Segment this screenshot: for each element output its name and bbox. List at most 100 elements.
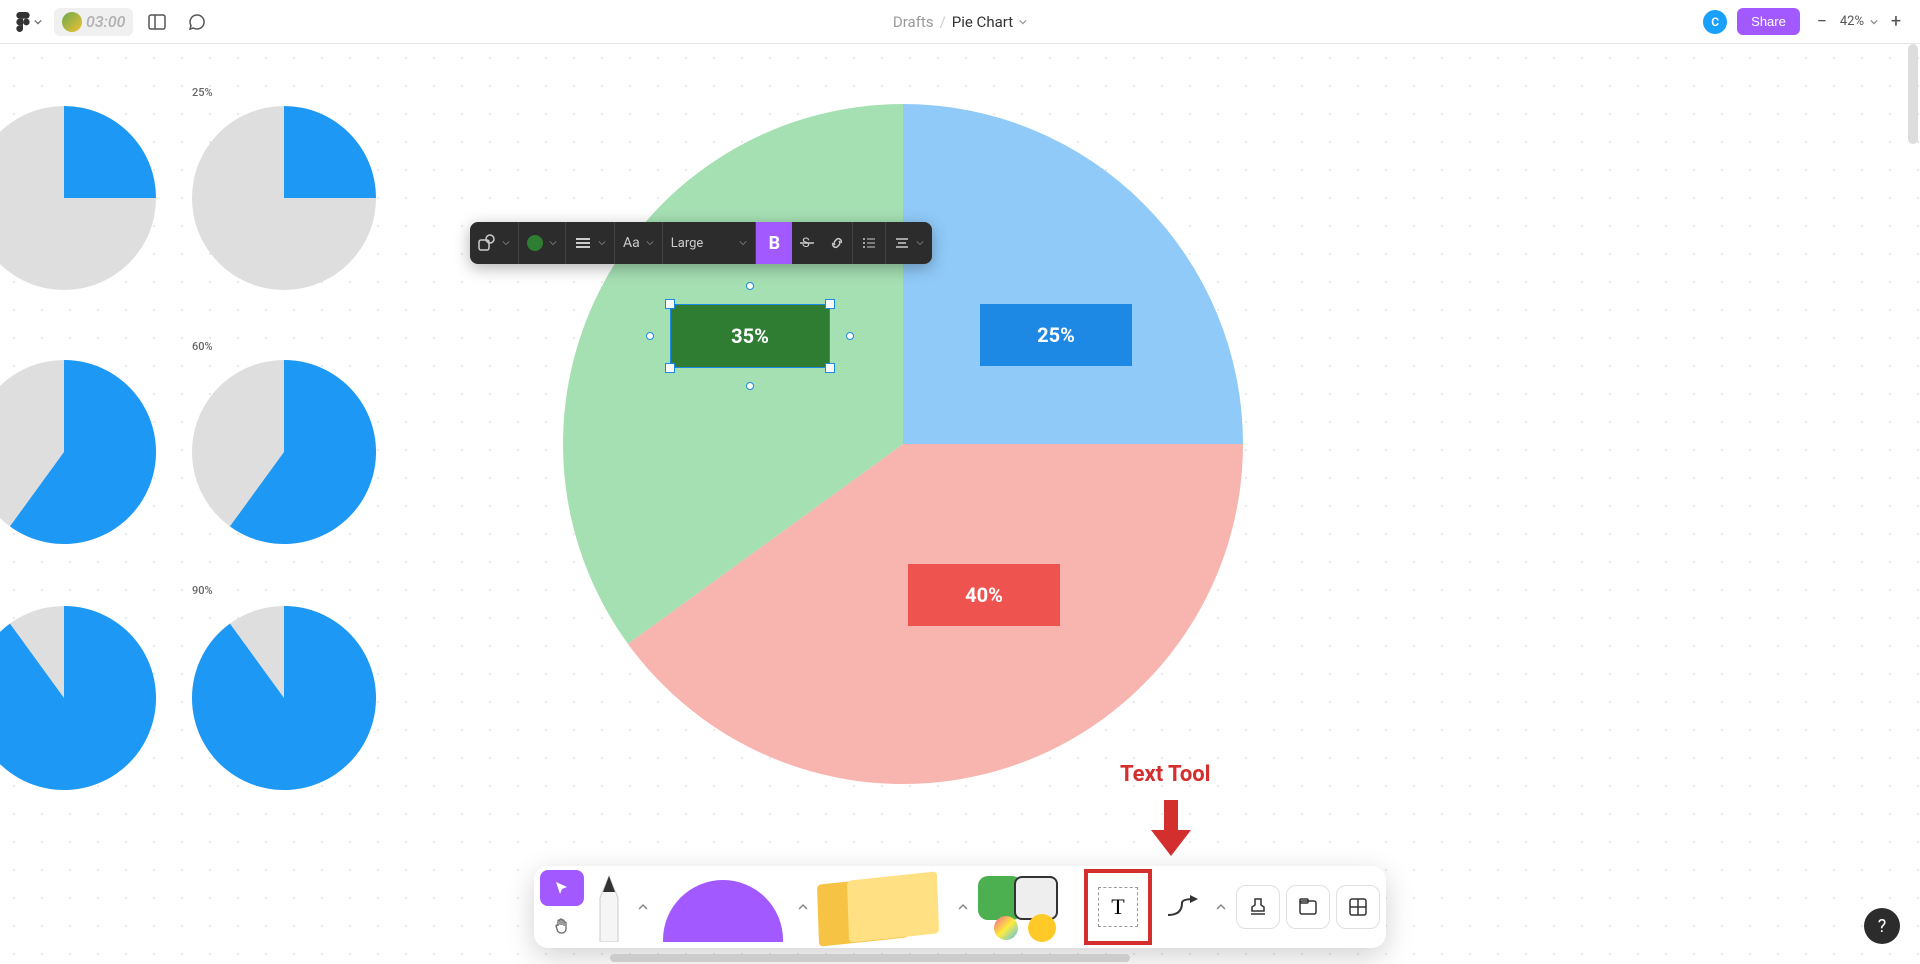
- stamp-outline-icon: [1247, 896, 1269, 918]
- hand-tool[interactable]: [540, 908, 584, 944]
- small-pie[interactable]: [192, 360, 376, 544]
- strikethrough-icon: S: [799, 235, 815, 251]
- section-icon: [1297, 896, 1319, 918]
- connector-more[interactable]: [1212, 872, 1230, 942]
- breadcrumb-file[interactable]: Pie Chart: [952, 13, 1013, 31]
- select-tool[interactable]: [540, 870, 584, 906]
- canvas[interactable]: 25%60%90% 25% 40% 35% Aa Large: [0, 44, 1920, 964]
- chevron-down-icon: [549, 239, 557, 247]
- strikethrough-button[interactable]: S: [792, 222, 822, 264]
- panel-toggle-button[interactable]: [141, 6, 173, 38]
- stamp-icon: [1028, 914, 1056, 942]
- pencil-tool[interactable]: [590, 872, 628, 942]
- table-tool[interactable]: [1336, 885, 1380, 929]
- shape-type-control[interactable]: [470, 222, 519, 264]
- stamp-button[interactable]: [1236, 885, 1280, 929]
- chevron-down-icon: [34, 18, 42, 26]
- selection-handle-ne[interactable]: [825, 299, 835, 309]
- timer-text: 03:00: [86, 12, 125, 31]
- stamp-icon: [1014, 876, 1058, 920]
- link-button[interactable]: [822, 222, 852, 264]
- comment-icon: [187, 12, 207, 32]
- pencil-more[interactable]: [634, 872, 652, 942]
- horizontal-scrollbar[interactable]: [610, 954, 1130, 962]
- comments-button[interactable]: [181, 6, 213, 38]
- top-toolbar: 03:00 Drafts / Pie Chart C Share − 42% +: [0, 0, 1920, 44]
- zoom-in-button[interactable]: +: [1884, 10, 1908, 34]
- section-tool[interactable]: [1286, 885, 1330, 929]
- pencil-icon: [590, 872, 628, 942]
- font-size-control[interactable]: Large: [663, 222, 757, 264]
- vertical-scrollbar[interactable]: [1908, 44, 1918, 964]
- top-right-group: C Share − 42% +: [1703, 8, 1908, 35]
- shape-more[interactable]: [794, 872, 812, 942]
- fill-color-control[interactable]: [519, 222, 566, 264]
- chevron-down-icon: [739, 239, 747, 247]
- small-pie[interactable]: [0, 606, 156, 790]
- figma-menu[interactable]: [12, 8, 46, 36]
- font-style-control[interactable]: Aa: [615, 222, 663, 264]
- pie-label-40[interactable]: 40%: [908, 564, 1060, 626]
- panel-icon: [147, 12, 167, 32]
- zoom-out-button[interactable]: −: [1810, 10, 1834, 34]
- zoom-controls: − 42% +: [1810, 10, 1908, 34]
- small-pie-label: 90%: [192, 584, 213, 597]
- chevron-up-icon: [958, 902, 968, 912]
- bottom-toolbar: T: [534, 866, 1386, 948]
- scrollbar-thumb[interactable]: [1908, 44, 1918, 144]
- shape-icon: [478, 234, 496, 252]
- small-pie[interactable]: [0, 360, 156, 544]
- chevron-down-icon[interactable]: [1870, 18, 1878, 26]
- selection-edge-e[interactable]: [846, 332, 854, 340]
- chevron-down-icon: [916, 239, 924, 247]
- selection-edge-s[interactable]: [746, 382, 754, 390]
- zoom-level[interactable]: 42%: [1840, 14, 1864, 29]
- pie-label-35-selected[interactable]: 35%: [670, 304, 830, 368]
- chevron-up-icon: [638, 902, 648, 912]
- breadcrumb-folder[interactable]: Drafts: [893, 13, 934, 31]
- small-pie[interactable]: [192, 606, 376, 790]
- help-button[interactable]: ?: [1864, 908, 1900, 944]
- chevron-down-icon: [598, 239, 606, 247]
- list-button[interactable]: [852, 222, 886, 264]
- main-pie-chart[interactable]: [563, 104, 1243, 784]
- selection-edge-n[interactable]: [746, 282, 754, 290]
- figma-logo-icon: [16, 12, 30, 32]
- sticky-more[interactable]: [954, 872, 972, 942]
- small-pie-label: 60%: [192, 340, 213, 353]
- chevron-down-icon[interactable]: [1019, 18, 1027, 26]
- sticky-note-tool[interactable]: [818, 872, 948, 942]
- align-icon: [894, 235, 910, 251]
- chevron-down-icon: [502, 239, 510, 247]
- chevron-down-icon: [646, 239, 654, 247]
- font-size-label: Large: [671, 236, 734, 251]
- user-avatar[interactable]: C: [1703, 10, 1727, 34]
- align-button[interactable]: [886, 222, 932, 264]
- font-style-label: Aa: [623, 235, 640, 251]
- selection-handle-se[interactable]: [825, 363, 835, 373]
- border-icon: [574, 234, 592, 252]
- top-left-group: 03:00: [12, 6, 213, 38]
- timer-pill[interactable]: 03:00: [54, 8, 133, 36]
- text-tool-highlighted[interactable]: T: [1084, 869, 1152, 945]
- pie-label-25[interactable]: 25%: [980, 304, 1132, 366]
- annotation-arrow-icon: [1151, 800, 1191, 856]
- hand-icon: [553, 917, 571, 935]
- stamp-tool[interactable]: [978, 872, 1078, 942]
- selection-edge-w[interactable]: [646, 332, 654, 340]
- cursor-icon: [554, 880, 570, 896]
- share-button[interactable]: Share: [1737, 8, 1800, 35]
- table-icon: [1347, 896, 1369, 918]
- stamp-icon: [994, 916, 1018, 940]
- small-pie[interactable]: [192, 106, 376, 290]
- fill-color-swatch: [527, 235, 543, 251]
- border-control[interactable]: [566, 222, 615, 264]
- connector-icon: [1164, 895, 1200, 919]
- selection-handle-sw[interactable]: [665, 363, 675, 373]
- selection-handle-nw[interactable]: [665, 299, 675, 309]
- chevron-up-icon: [798, 902, 808, 912]
- shape-tool[interactable]: [658, 872, 788, 942]
- connector-tool[interactable]: [1158, 887, 1206, 927]
- bold-button[interactable]: B: [756, 222, 792, 264]
- small-pie[interactable]: [0, 106, 156, 290]
